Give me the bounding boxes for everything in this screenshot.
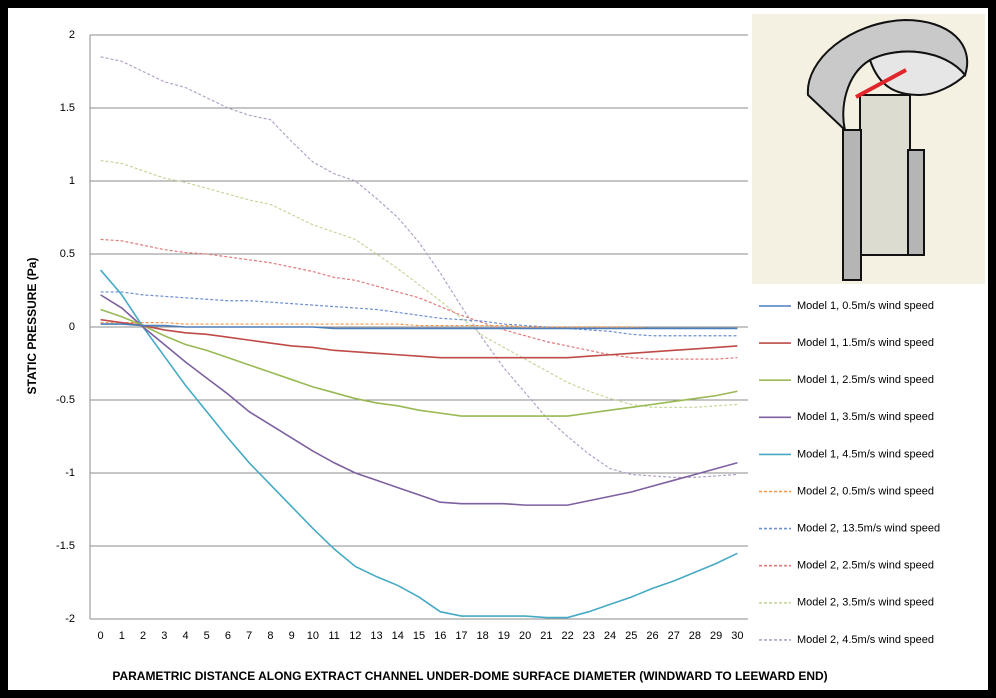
x-tick-label: 15: [413, 630, 425, 642]
x-tick-label: 9: [289, 630, 295, 642]
x-tick-label: 10: [307, 630, 319, 642]
x-tick-label: 11: [328, 630, 339, 642]
x-tick-label: 20: [519, 630, 531, 642]
channel: [860, 95, 910, 255]
x-tick-label: 17: [455, 630, 467, 642]
legend-label: Model 2, 4.5m/s wind speed: [797, 634, 934, 646]
legend-label: Model 1, 1.5m/s wind speed: [797, 337, 934, 349]
x-tick-label: 18: [477, 630, 489, 642]
x-tick-label: 1: [119, 630, 125, 642]
x-tick-label: 14: [392, 630, 404, 642]
legend-label: Model 1, 0.5m/s wind speed: [797, 300, 934, 312]
chart: STATIC PRESSURE (Pa) PARAMETRIC DISTANCE…: [0, 0, 996, 698]
x-tick-label: 29: [710, 630, 722, 642]
x-tick-label: 22: [561, 630, 573, 642]
legend-label: Model 1, 4.5m/s wind speed: [797, 448, 934, 460]
model-illustration: [752, 14, 985, 284]
legend-label: Model 2, 13.5m/s wind speed: [797, 523, 940, 535]
y-tick-label: -0.5: [56, 394, 75, 406]
y-tick-label: -1.5: [56, 540, 75, 552]
x-tick-label: 0: [98, 630, 104, 642]
legend-label: Model 2, 0.5m/s wind speed: [797, 485, 934, 497]
x-tick-label: 26: [646, 630, 658, 642]
x-tick-label: 12: [349, 630, 361, 642]
x-tick-label: 8: [267, 630, 273, 642]
channel-wall: [908, 150, 924, 255]
y-tick-label: 0.5: [60, 248, 75, 260]
x-tick-label: 25: [625, 630, 637, 642]
x-tick-label: 19: [498, 630, 510, 642]
x-tick-label: 30: [731, 630, 743, 642]
x-tick-label: 23: [583, 630, 595, 642]
legend-label: Model 2, 3.5m/s wind speed: [797, 597, 934, 609]
x-tick-label: 3: [161, 630, 167, 642]
y-tick-label: 1: [69, 175, 75, 187]
x-tick-label: 16: [434, 630, 446, 642]
x-tick-label: 13: [370, 630, 382, 642]
x-tick-label: 7: [246, 630, 252, 642]
y-tick-label: 0: [69, 321, 75, 333]
x-axis-title: PARAMETRIC DISTANCE ALONG EXTRACT CHANNE…: [112, 669, 827, 683]
x-tick-label: 6: [225, 630, 231, 642]
x-tick-label: 4: [182, 630, 188, 642]
x-tick-label: 5: [204, 630, 210, 642]
channel-wall: [843, 130, 861, 280]
x-tick-label: 2: [140, 630, 146, 642]
page: STATIC PRESSURE (Pa) PARAMETRIC DISTANCE…: [0, 0, 996, 698]
x-tick-label: 27: [668, 630, 680, 642]
legend-label: Model 1, 2.5m/s wind speed: [797, 374, 934, 386]
x-tick-label: 24: [604, 630, 616, 642]
y-tick-label: 2: [69, 29, 75, 41]
x-tick-label: 21: [540, 630, 552, 642]
y-tick-label: 1.5: [60, 102, 75, 114]
legend-label: Model 1, 3.5m/s wind speed: [797, 411, 934, 423]
y-tick-label: -1: [65, 467, 75, 479]
y-tick-label: -2: [65, 613, 75, 625]
y-axis-title: STATIC PRESSURE (Pa): [25, 258, 39, 395]
x-tick-label: 28: [689, 630, 701, 642]
legend-label: Model 2, 2.5m/s wind speed: [797, 560, 934, 572]
